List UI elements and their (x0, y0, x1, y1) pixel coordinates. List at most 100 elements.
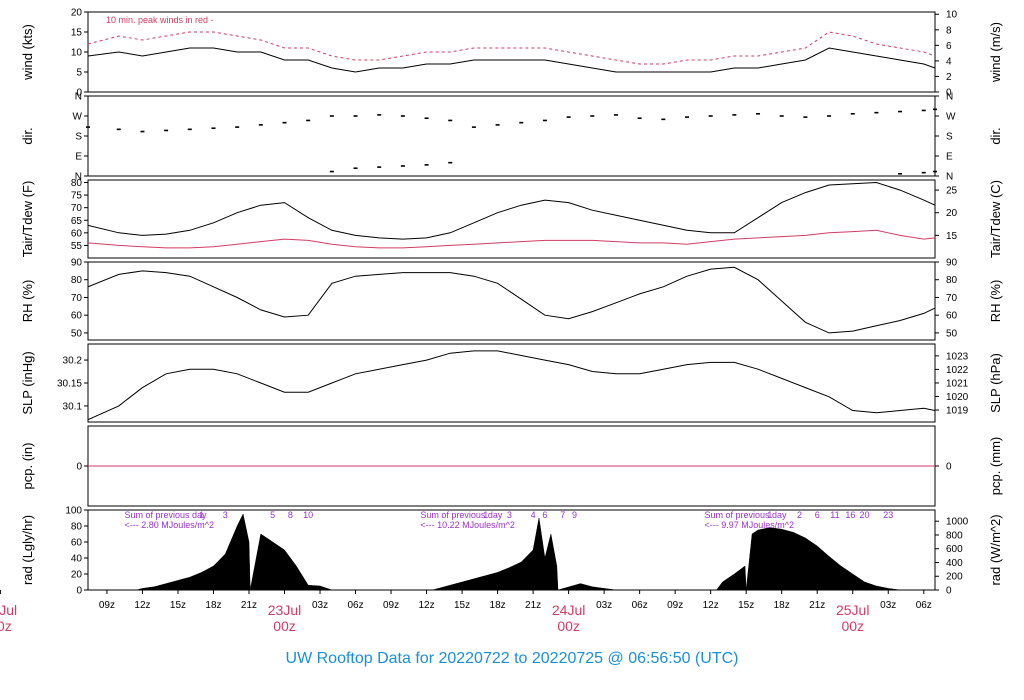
dir-ytick-label: S (75, 132, 82, 143)
dir-ytick-right-label: W (946, 112, 956, 123)
rh-ytick-label: 90 (71, 258, 83, 269)
rad-hour-label: 4 (531, 510, 536, 520)
temp-series-1 (88, 229, 935, 249)
slp-series-0 (88, 350, 935, 421)
slp-ytick-right-label: 1022 (946, 365, 969, 376)
dir-ytick-right-label: E (946, 152, 953, 163)
dir-ytick-label: W (73, 112, 83, 123)
rad-hour-label: 5 (270, 510, 275, 520)
slp-ylabel: SLP (inHg) (20, 351, 35, 414)
rh-ylabel: RH (%) (20, 280, 35, 323)
wind-series-1 (88, 31, 935, 65)
rad-ytick-label: 40 (71, 554, 83, 565)
temp-ylabel-right: Tair/Tdew (C) (988, 180, 1003, 258)
slp-ylabel-right: SLP (hPa) (988, 353, 1003, 413)
rh-ylabel-right: RH (%) (988, 280, 1003, 323)
x-tick-label: 03z (596, 600, 612, 611)
x-tick-label: 09z (383, 600, 399, 611)
dir-ytick-right-label: S (946, 132, 953, 143)
rad-hour-label: 1 (199, 510, 204, 520)
x-tick-label: 06z (916, 600, 932, 611)
figure-title: UW Rooftop Data for 20220722 to 20220725… (285, 650, 739, 667)
temp-ytick-label: 80 (71, 178, 83, 189)
slp-ytick-label: 30.1 (63, 401, 83, 412)
rad-ytick-right-label: 400 (946, 558, 963, 569)
dir-ytick-label: E (75, 152, 82, 163)
rad-ytick-right-label: 1000 (946, 517, 969, 528)
x-day-z-label: 00z (0, 618, 12, 634)
dir-ytick-label: N (75, 92, 82, 103)
wind-ytick-right-label: 10 (946, 10, 958, 21)
rad-ytick-right-label: 600 (946, 544, 963, 555)
slp-ytick-label: 30.2 (63, 356, 83, 367)
rh-ytick-label: 60 (71, 311, 83, 322)
temp-ytick-label: 75 (71, 191, 83, 202)
x-tick-label: 21z (525, 600, 541, 611)
rad-hour-label: 11 (830, 510, 839, 520)
pcp-ytick-right-label: 0 (946, 462, 952, 473)
rad-ytick-label: 20 (71, 570, 83, 581)
x-tick-label: 21z (809, 600, 825, 611)
rad-hour-label: 20 (860, 510, 870, 520)
pcp-ytick-label: 0 (76, 462, 82, 473)
x-tick-label: 18z (490, 600, 506, 611)
x-tick-label: 15z (738, 600, 754, 611)
x-day-z-label: 00z (841, 618, 864, 634)
rad-sum-annotation: <--- 2.80 MJoules/m^2 (124, 520, 214, 530)
wind-ytick-right-label: 2 (946, 72, 952, 83)
rh-ytick-label: 50 (71, 328, 83, 339)
wind-ytick-right-label: 4 (946, 56, 952, 67)
x-tick-label: 15z (170, 600, 186, 611)
slp-ytick-right-label: 1019 (946, 406, 969, 417)
rad-sum-annotation: Sum of previous day (420, 510, 503, 520)
rad-ylabel: rad (Lgly/hr) (20, 515, 35, 585)
rad-hour-label: 7 (560, 510, 565, 520)
rh-ytick-right-label: 60 (946, 311, 958, 322)
rh-frame (87, 261, 936, 341)
rh-ytick-label: 80 (71, 275, 83, 286)
slp-frame (87, 343, 936, 423)
wind-ytick-label: 20 (71, 8, 83, 19)
temp-ylabel: Tair/Tdew (F) (20, 181, 35, 258)
rh-ytick-right-label: 70 (946, 293, 958, 304)
rad-hour-label: 2 (797, 510, 802, 520)
x-tick-label: 12z (703, 600, 719, 611)
temp-ytick-label: 55 (71, 241, 83, 252)
x-tick-label: 18z (774, 600, 790, 611)
rad-hour-label: 9 (572, 510, 577, 520)
x-day-label: 22Jul (0, 602, 17, 618)
x-tick-label: 21z (241, 600, 257, 611)
x-day-z-label: 00z (557, 618, 580, 634)
dir-ytick-label: N (75, 172, 82, 183)
pcp-ylabel-right: pcp. (mm) (988, 437, 1003, 496)
x-tick-label: 06z (632, 600, 648, 611)
rh-ytick-right-label: 80 (946, 275, 958, 286)
dir-ylabel-right: dir. (988, 127, 1003, 144)
rad-ytick-label: 0 (76, 586, 82, 597)
x-day-label: 23Jul (268, 602, 301, 618)
x-tick-label: 15z (454, 600, 470, 611)
wind-ylabel: wind (kts) (20, 24, 35, 81)
wind-ytick-label: 15 (71, 28, 83, 39)
rad-hour-label: 1 (483, 510, 488, 520)
x-tick-label: 03z (880, 600, 896, 611)
x-tick-label: 12z (134, 600, 150, 611)
pcp-ylabel: pcp. (in) (20, 443, 35, 490)
rad-ytick-right-label: 0 (946, 586, 952, 597)
rad-hour-label: 1 (767, 510, 772, 520)
x-tick-label: 12z (419, 600, 435, 611)
rad-hour-label: 3 (507, 510, 512, 520)
dir-frame (87, 95, 936, 177)
rad-hour-label: 3 (223, 510, 228, 520)
rad-hour-label: 6 (542, 510, 547, 520)
x-tick-label: 09z (99, 600, 115, 611)
x-tick-label: 18z (205, 600, 221, 611)
wind-series-0 (88, 47, 935, 73)
rh-ytick-label: 70 (71, 293, 83, 304)
rad-ytick-label: 80 (71, 522, 83, 533)
wind-ytick-label: 0 (76, 88, 82, 99)
rad-hour-label: 23 (883, 510, 893, 520)
dir-ylabel: dir. (20, 127, 35, 144)
rh-ytick-right-label: 90 (946, 258, 958, 269)
x-tick-label: 09z (667, 600, 683, 611)
